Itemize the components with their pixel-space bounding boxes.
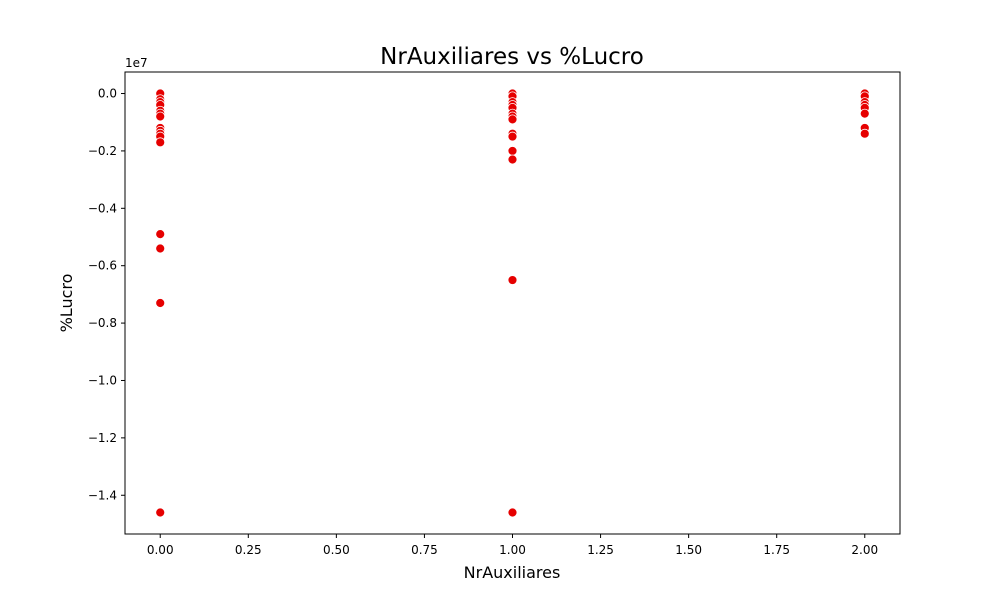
data-point bbox=[155, 229, 166, 240]
chart-title: NrAuxiliares vs %Lucro bbox=[380, 44, 644, 70]
y-tick-label: −0.2 bbox=[88, 144, 117, 158]
x-tick-label: 0.50 bbox=[323, 543, 350, 557]
x-tick-label: 1.50 bbox=[675, 543, 702, 557]
data-point bbox=[507, 275, 518, 285]
data-point bbox=[155, 243, 166, 254]
data-point bbox=[507, 507, 518, 518]
data-point bbox=[507, 154, 518, 165]
y-tick-label: −0.8 bbox=[88, 316, 117, 330]
x-tick-label: 1.75 bbox=[763, 543, 790, 557]
y-tick-label: −1.2 bbox=[88, 431, 117, 445]
data-point bbox=[155, 507, 166, 518]
x-axis-label: NrAuxiliares bbox=[464, 563, 561, 582]
x-tick-label: 1.00 bbox=[499, 543, 526, 557]
y-tick-label: −1.0 bbox=[88, 373, 117, 387]
points-layer bbox=[155, 88, 870, 518]
x-tick-label: 0.00 bbox=[147, 543, 174, 557]
data-point bbox=[859, 108, 870, 119]
x-axis: 0.00 0.25 0.50 0.75 1.00 1.25 1.50 1.75 2.00 bbox=[147, 534, 878, 557]
y-tick-label: −0.4 bbox=[88, 201, 117, 215]
data-point bbox=[507, 146, 518, 156]
data-point bbox=[507, 131, 518, 142]
data-point bbox=[155, 111, 166, 122]
y-tick-label: −0.6 bbox=[88, 259, 117, 273]
data-point bbox=[859, 128, 870, 139]
y-axis-label: %Lucro bbox=[57, 274, 76, 333]
y-tick-label: −1.4 bbox=[88, 488, 117, 502]
x-tick-label: 0.75 bbox=[411, 543, 438, 557]
data-point bbox=[507, 114, 518, 125]
y-tick-label: 0.0 bbox=[98, 87, 117, 101]
x-tick-label: 2.00 bbox=[851, 543, 878, 557]
x-tick-label: 1.25 bbox=[587, 543, 614, 557]
data-point bbox=[155, 137, 166, 148]
y-axis: 0.0 −0.2 −0.4 −0.6 −0.8 −1.0 −1.2 −1.4 bbox=[88, 87, 125, 502]
y-offset-label: 1e7 bbox=[125, 56, 148, 70]
data-point bbox=[155, 298, 166, 308]
x-tick-label: 0.25 bbox=[235, 543, 262, 557]
